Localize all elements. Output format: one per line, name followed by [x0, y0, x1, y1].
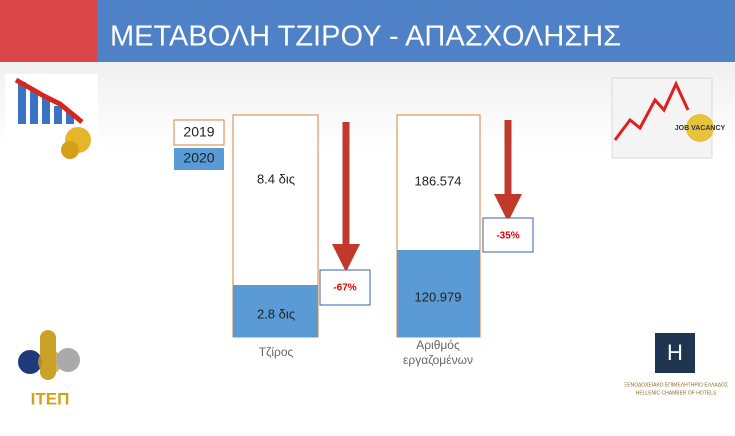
header-accent — [0, 0, 97, 62]
category-label: εργαζομένων — [403, 353, 473, 367]
category-label: Τζίρος — [259, 345, 294, 359]
legend-2020 — [174, 148, 224, 170]
header-bar — [97, 0, 735, 62]
logo-line: HELLENIC CHAMBER OF HOTELS — [636, 390, 717, 396]
value-2020: 2.8 δις — [257, 306, 295, 321]
value-2019: 8.4 δις — [257, 171, 295, 186]
value-2019: 186.574 — [415, 173, 462, 188]
itep-logo: ΙΤΕΠ — [14, 325, 86, 415]
title: ΜΕΤΑΒΟΛΗ ΤΖΙΡΟΥ - ΑΠΑΣΧΟΛΗΣΗΣ — [110, 21, 621, 53]
change-label: -67% — [333, 283, 356, 294]
vacancy-icon: JOB VACANCY — [611, 77, 726, 159]
legend-2019 — [173, 119, 225, 146]
change-box — [319, 269, 371, 306]
logo-text: ΙΤΕΠ — [31, 389, 70, 408]
bar-2020 — [397, 250, 480, 337]
category-label: Αριθμός — [416, 338, 460, 352]
hotels-logo: H ΞΕΝΟΔΟΧΕΙΑΚΟ ΕΠΙΜΕΛΗΤΗΡΙΟ ΕΛΛΑΔΟΣ HELL… — [624, 325, 728, 420]
change-box — [482, 217, 534, 253]
legend-label: 2020 — [183, 150, 214, 166]
decline-icon — [5, 74, 98, 164]
value-2020: 120.979 — [415, 289, 462, 304]
vacancy-text: JOB VACANCY — [675, 125, 726, 132]
logo-line: ΞΕΝΟΔΟΧΕΙΑΚΟ ΕΠΙΜΕΛΗΤΗΡΙΟ ΕΛΛΑΔΟΣ — [624, 382, 728, 388]
change-label: -35% — [496, 231, 519, 242]
logo-letter: H — [667, 340, 683, 365]
bar-2020 — [233, 285, 318, 337]
legend-label: 2019 — [183, 124, 214, 140]
